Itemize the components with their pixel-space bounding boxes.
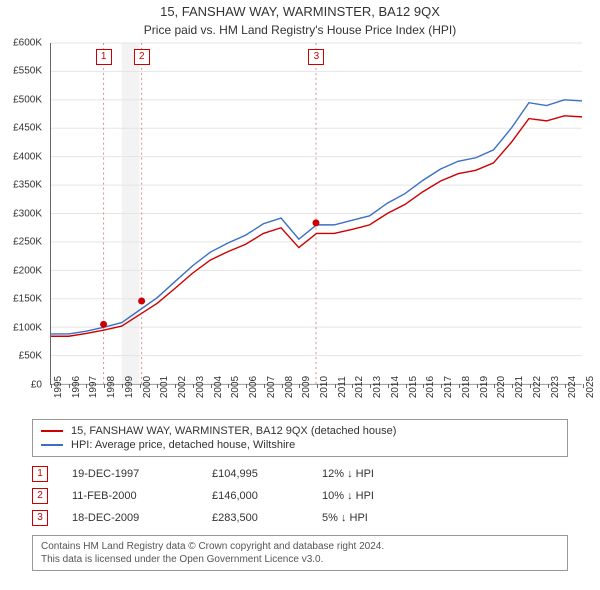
legend-swatch	[41, 444, 63, 446]
sales-delta: 10% ↓ HPI	[322, 490, 374, 502]
chart-area: £0£50K£100K£150K£200K£250K£300K£350K£400…	[50, 43, 582, 413]
legend: 15, FANSHAW WAY, WARMINSTER, BA12 9QX (d…	[32, 419, 568, 457]
sale-marker-box: 1	[96, 49, 112, 65]
y-tick-label: £150K	[13, 294, 42, 305]
sale-dot	[138, 297, 145, 304]
y-tick-label: £50K	[19, 351, 42, 362]
sales-date: 11-FEB-2000	[72, 490, 212, 502]
y-tick-label: £500K	[13, 94, 42, 105]
y-tick-label: £0	[31, 379, 42, 390]
sales-row: 2 11-FEB-2000£146,00010% ↓ HPI	[32, 485, 568, 507]
y-axis-labels: £0£50K£100K£150K£200K£250K£300K£350K£400…	[0, 43, 46, 385]
sales-date: 18-DEC-2009	[72, 512, 212, 524]
y-tick-label: £600K	[13, 37, 42, 48]
sales-price: £104,995	[212, 468, 322, 480]
sales-price: £146,000	[212, 490, 322, 502]
x-axis-labels: 1995199619971998199920002001200220032004…	[50, 385, 582, 413]
attribution-line: Contains HM Land Registry data © Crown c…	[41, 540, 559, 553]
sales-row: 3 18-DEC-2009£283,5005% ↓ HPI	[32, 507, 568, 529]
legend-row: HPI: Average price, detached house, Wilt…	[41, 438, 559, 452]
sale-dot	[100, 321, 107, 328]
y-tick-label: £450K	[13, 123, 42, 134]
x-tick-label: 2025	[585, 376, 600, 398]
page: 15, FANSHAW WAY, WARMINSTER, BA12 9QX Pr…	[0, 0, 600, 590]
legend-swatch	[41, 430, 63, 432]
legend-label: HPI: Average price, detached house, Wilt…	[71, 439, 295, 451]
attribution-line: This data is licensed under the Open Gov…	[41, 553, 559, 566]
y-tick-label: £250K	[13, 237, 42, 248]
chart-svg	[51, 43, 582, 384]
sales-row: 1 19-DEC-1997£104,99512% ↓ HPI	[32, 463, 568, 485]
sale-marker-box: 2	[134, 49, 150, 65]
sale-marker-box: 3	[308, 49, 324, 65]
sales-marker: 2	[32, 488, 48, 504]
sales-date: 19-DEC-1997	[72, 468, 212, 480]
y-tick-label: £350K	[13, 180, 42, 191]
legend-row: 15, FANSHAW WAY, WARMINSTER, BA12 9QX (d…	[41, 424, 559, 438]
sales-price: £283,500	[212, 512, 322, 524]
sales-delta: 12% ↓ HPI	[322, 468, 374, 480]
legend-label: 15, FANSHAW WAY, WARMINSTER, BA12 9QX (d…	[71, 425, 396, 437]
y-tick-label: £200K	[13, 265, 42, 276]
plot-region: 1 2 3	[50, 43, 582, 385]
y-tick-label: £300K	[13, 208, 42, 219]
y-tick-label: £100K	[13, 322, 42, 333]
sales-delta: 5% ↓ HPI	[322, 512, 368, 524]
y-tick-label: £550K	[13, 66, 42, 77]
sale-dot	[312, 219, 319, 226]
chart-title: 15, FANSHAW WAY, WARMINSTER, BA12 9QX	[0, 0, 600, 21]
chart-subtitle: Price paid vs. HM Land Registry's House …	[0, 21, 600, 43]
attribution: Contains HM Land Registry data © Crown c…	[32, 535, 568, 571]
sales-marker: 1	[32, 466, 48, 482]
sales-marker: 3	[32, 510, 48, 526]
y-tick-label: £400K	[13, 151, 42, 162]
sales-table: 1 19-DEC-1997£104,99512% ↓ HPI 2 11-FEB-200…	[32, 463, 568, 529]
